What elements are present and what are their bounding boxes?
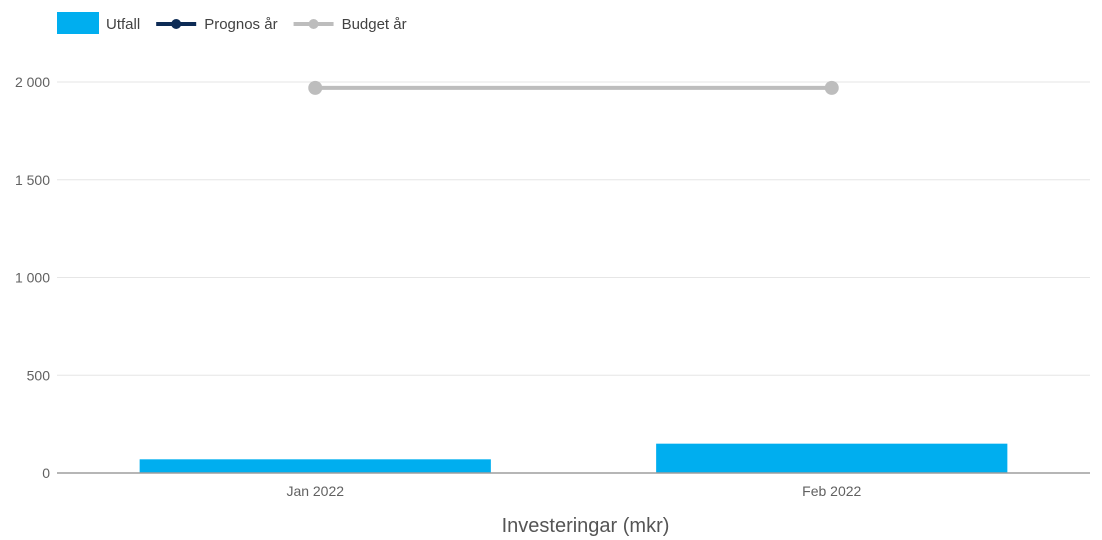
bar-utfall-1[interactable] [656, 443, 1008, 473]
legend-swatch-bar [57, 12, 99, 34]
legend-item-utfall[interactable]: Utfall [57, 12, 140, 34]
bars-utfall [139, 443, 1008, 473]
y-tick-label: 500 [27, 367, 51, 383]
x-tick-label: Feb 2022 [802, 483, 861, 499]
legend-swatch-marker [308, 19, 319, 29]
series-lines [308, 80, 839, 95]
y-tick-label: 1 500 [15, 172, 50, 188]
bar-utfall-0[interactable] [139, 459, 491, 473]
legend-label: Prognos år [204, 16, 277, 33]
x-tick-label: Jan 2022 [286, 483, 344, 499]
x-axis-title: Investeringar (mkr) [502, 515, 670, 537]
legend-item-prognos-år[interactable]: Prognos år [156, 16, 278, 33]
point-budget-år-0[interactable] [308, 80, 323, 95]
x-axis-tick-labels: Jan 2022 Feb 2022 [286, 483, 861, 499]
y-axis-tick-labels: 0 500 1 000 1 500 2 000 [15, 74, 50, 481]
legend-label: Budget år [342, 16, 407, 33]
legend-swatch-marker [171, 19, 182, 29]
point-budget-år-1[interactable] [824, 80, 839, 95]
y-tick-label: 1 000 [15, 270, 50, 286]
legend-label: Utfall [106, 16, 140, 33]
gridlines [57, 81, 1090, 376]
legend-item-budget-år[interactable]: Budget år [293, 16, 407, 33]
legend: Utfall Prognos år Budget år [57, 12, 407, 34]
y-tick-label: 2 000 [15, 74, 50, 90]
y-tick-label: 0 [42, 465, 50, 481]
